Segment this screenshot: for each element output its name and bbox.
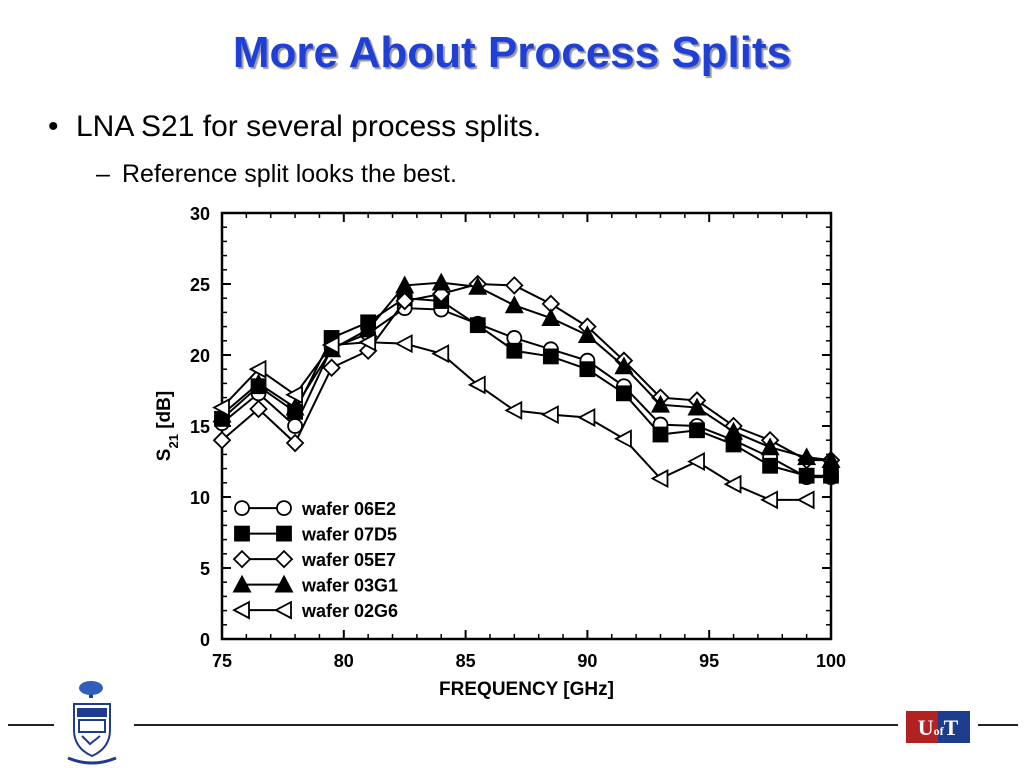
- data-point: [468, 276, 488, 295]
- data-point: [687, 397, 707, 416]
- data-point: [650, 394, 670, 413]
- legend-marker: [274, 600, 292, 620]
- data-point: [358, 319, 378, 338]
- data-point: [395, 275, 415, 294]
- data-point: [249, 373, 269, 392]
- slide-title: More About Process Splits: [232, 28, 792, 77]
- legend-label: wafer 05E7: [301, 550, 396, 570]
- data-point: [321, 335, 340, 355]
- data-point: [540, 405, 559, 425]
- data-point: [821, 450, 841, 468]
- series-4: [212, 272, 841, 468]
- footer-line-left: [8, 724, 54, 726]
- data-point: [212, 398, 230, 418]
- y-tick-label: 25: [190, 275, 210, 295]
- data-point: [689, 422, 705, 439]
- x-axis-label: FREQUENCY [GHz]: [439, 679, 614, 700]
- x-tick-label: 90: [577, 651, 597, 671]
- data-point: [504, 400, 523, 420]
- data-point: [797, 447, 817, 466]
- data-point: [652, 426, 669, 443]
- data-point: [285, 397, 305, 416]
- data-point: [506, 342, 523, 359]
- legend-marker: [232, 600, 250, 620]
- series-3: [212, 274, 841, 470]
- data-point: [823, 467, 839, 484]
- data-point: [723, 474, 742, 494]
- data-point: [505, 276, 524, 295]
- data-point: [285, 385, 303, 405]
- x-tick-label: 80: [334, 651, 354, 671]
- legend-label: wafer 03G1: [301, 576, 398, 596]
- bullet-point: • LNA S21 for several process splits.: [48, 110, 541, 144]
- series-5: [212, 332, 815, 510]
- x-tick-label: 75: [212, 651, 232, 671]
- data-point: [614, 429, 632, 449]
- data-point: [760, 437, 780, 456]
- legend: wafer 06E2 wafer 07D5 wafer 05E7 wafer 03G1…: [232, 499, 398, 621]
- data-point: [394, 334, 413, 354]
- data-point: [579, 361, 596, 378]
- sub-bullet-dash-icon: –: [96, 160, 110, 188]
- series-1: [214, 300, 839, 486]
- data-point: [395, 291, 414, 311]
- data-point: [249, 399, 268, 419]
- data-point: [285, 433, 305, 453]
- data-point: [762, 457, 778, 474]
- bullet-text: LNA S21 for several process splits.: [76, 110, 542, 143]
- data-point: [504, 295, 524, 314]
- data-point: [431, 344, 450, 364]
- y-axis-label: S21 [dB]: [154, 391, 181, 461]
- x-tick-label: 95: [699, 651, 719, 671]
- data-point: [431, 272, 451, 291]
- footer-line-middle: [134, 724, 898, 726]
- legend-label: wafer 06E2: [301, 499, 396, 519]
- legend-label: wafer 02G6: [301, 601, 398, 621]
- legend-marker: [234, 525, 250, 542]
- uoft-logo: UofT: [906, 711, 970, 743]
- university-crest-logo: [67, 681, 117, 765]
- sub-bullet-point: – Reference split looks the best.: [96, 160, 457, 189]
- legend-marker: [274, 549, 294, 569]
- y-tick-label: 0: [200, 630, 210, 650]
- x-tick-label: 85: [456, 651, 476, 671]
- data-point: [577, 407, 596, 427]
- sub-bullet-text: Reference split looks the best.: [122, 160, 457, 188]
- data-point: [687, 452, 705, 471]
- legend-marker: [234, 500, 250, 517]
- data-point: [577, 325, 597, 344]
- legend-marker: [276, 525, 292, 542]
- data-point: [760, 490, 778, 510]
- legend-marker: [232, 574, 252, 593]
- data-point: [358, 332, 377, 352]
- data-point: [650, 469, 669, 489]
- data-point: [469, 317, 486, 334]
- data-point: [248, 359, 267, 379]
- data-point: [796, 490, 815, 510]
- y-tick-label: 20: [190, 346, 210, 366]
- legend-marker: [276, 500, 292, 517]
- data-point: [798, 467, 815, 484]
- legend-label: wafer 07D5: [301, 525, 397, 545]
- data-point: [212, 430, 232, 450]
- y-tick-label: 15: [190, 417, 210, 437]
- data-point: [614, 356, 634, 375]
- legend-marker: [232, 549, 252, 569]
- data-point: [541, 308, 561, 326]
- y-tick-label: 5: [200, 559, 210, 579]
- data-point: [616, 385, 632, 402]
- legend-marker: [274, 574, 294, 593]
- data-point: [542, 348, 559, 365]
- data-point: [322, 358, 341, 378]
- s21-chart: 75 80 85 90 95 100 0 5 10 15 20 25 30 FREQUENCY [GHz]…: [154, 204, 846, 700]
- data-point: [724, 421, 744, 440]
- y-tick-label: 10: [190, 488, 210, 508]
- y-tick-label: 30: [190, 204, 210, 224]
- x-tick-label: 100: [816, 651, 846, 671]
- bullet-dot-icon: •: [48, 110, 59, 143]
- footer-line-right: [978, 724, 1018, 726]
- data-point: [467, 375, 486, 395]
